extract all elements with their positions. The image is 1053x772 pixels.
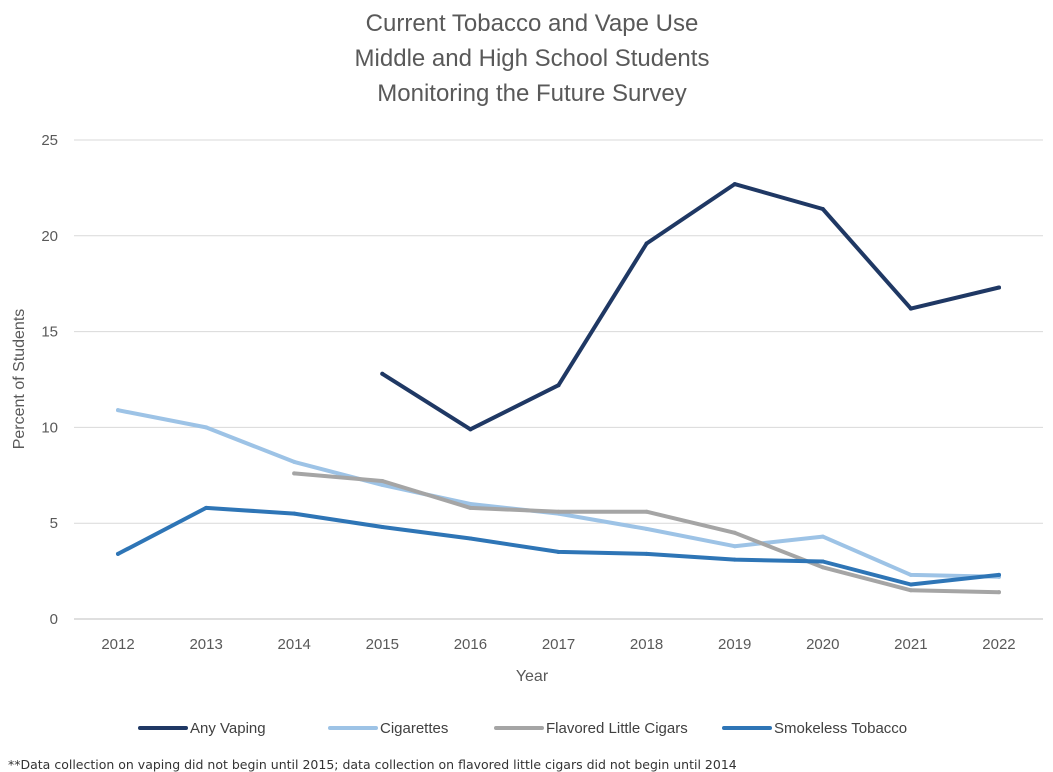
legend-label: Smokeless Tobacco <box>774 720 907 737</box>
data-point-smokeless-tobacco <box>644 551 649 556</box>
data-point-flavored-little-cigars <box>292 471 297 476</box>
series-line-any-vaping <box>380 182 1001 432</box>
y-axis-ticks: 0 5 10 15 20 25 <box>41 132 58 628</box>
y-tick-label: 5 <box>50 515 58 532</box>
data-point-any-vaping <box>996 285 1001 290</box>
x-axis-title: Year <box>516 668 549 685</box>
data-point-cigarettes <box>204 425 209 430</box>
y-axis-title: Percent of Students <box>11 309 28 450</box>
x-tick-label: 2013 <box>189 636 222 653</box>
x-axis-ticks: 2012 2013 2014 2015 2016 2017 2018 2019 2020 2021… <box>101 636 1015 653</box>
data-point-smokeless-tobacco <box>204 505 209 510</box>
chart-title: Current Tobacco and Vape Use Middle and … <box>355 10 710 107</box>
series-flavored-little-cigars <box>292 471 1001 595</box>
data-point-any-vaping <box>908 306 913 311</box>
x-tick-label: 2012 <box>101 636 134 653</box>
y-tick-label: 15 <box>41 324 58 341</box>
series-any-vaping <box>380 182 1001 432</box>
data-point-any-vaping <box>468 427 473 432</box>
data-point-smokeless-tobacco <box>292 511 297 516</box>
data-point-smokeless-tobacco <box>556 549 561 554</box>
data-point-flavored-little-cigars <box>644 509 649 514</box>
y-tick-label: 10 <box>41 419 58 436</box>
x-tick-label: 2016 <box>454 636 487 653</box>
gridlines <box>74 139 1043 620</box>
y-tick-label: 20 <box>41 228 58 245</box>
legend-item-any-vaping: Any Vaping <box>138 720 266 737</box>
data-point-any-vaping <box>380 371 385 376</box>
x-tick-label: 2020 <box>806 636 839 653</box>
legend-item-flavored-little-cigars: Flavored Little Cigars <box>494 720 688 737</box>
data-point-smokeless-tobacco <box>908 582 913 587</box>
footnote: **Data collection on vaping did not begi… <box>8 757 737 772</box>
data-point-flavored-little-cigars <box>732 530 737 535</box>
x-tick-label: 2015 <box>366 636 399 653</box>
data-point-cigarettes <box>292 459 297 464</box>
data-point-smokeless-tobacco <box>820 559 825 564</box>
legend-label: Any Vaping <box>190 720 266 737</box>
data-point-any-vaping <box>732 182 737 187</box>
x-tick-label: 2014 <box>278 636 311 653</box>
legend-label: Cigarettes <box>380 720 448 737</box>
data-point-cigarettes <box>116 408 121 413</box>
data-point-flavored-little-cigars <box>908 588 913 593</box>
series-line-smokeless-tobacco <box>116 505 1001 587</box>
data-point-cigarettes <box>380 482 385 487</box>
series-smokeless-tobacco <box>116 505 1001 587</box>
legend-item-cigarettes: Cigarettes <box>328 720 448 737</box>
chart-title-line-1: Current Tobacco and Vape Use <box>366 10 699 37</box>
data-point-cigarettes <box>820 534 825 539</box>
x-tick-label: 2017 <box>542 636 575 653</box>
series-lines <box>116 182 1001 595</box>
data-point-smokeless-tobacco <box>732 557 737 562</box>
data-point-flavored-little-cigars <box>468 505 473 510</box>
data-point-smokeless-tobacco <box>996 572 1001 577</box>
data-point-flavored-little-cigars <box>380 479 385 484</box>
data-point-smokeless-tobacco <box>116 551 121 556</box>
x-tick-label: 2021 <box>894 636 927 653</box>
chart-title-line-2: Middle and High School Students <box>355 45 710 72</box>
x-tick-label: 2022 <box>982 636 1015 653</box>
data-point-cigarettes <box>732 544 737 549</box>
chart-title-line-3: Monitoring the Future Survey <box>377 80 686 107</box>
legend-item-smokeless-tobacco: Smokeless Tobacco <box>722 720 907 737</box>
data-point-any-vaping <box>820 206 825 211</box>
data-point-smokeless-tobacco <box>468 536 473 541</box>
y-tick-label: 25 <box>41 132 58 149</box>
data-point-flavored-little-cigars <box>556 509 561 514</box>
data-point-smokeless-tobacco <box>380 525 385 530</box>
x-tick-label: 2018 <box>630 636 663 653</box>
data-point-flavored-little-cigars <box>820 565 825 570</box>
data-point-any-vaping <box>644 241 649 246</box>
series-line-flavored-little-cigars <box>292 471 1001 595</box>
data-point-cigarettes <box>644 526 649 531</box>
legend-label: Flavored Little Cigars <box>546 720 688 737</box>
y-tick-label: 0 <box>50 611 58 628</box>
data-point-flavored-little-cigars <box>996 590 1001 595</box>
data-point-any-vaping <box>556 383 561 388</box>
x-tick-label: 2019 <box>718 636 751 653</box>
legend: Any Vaping Cigarettes Flavored Little Ciga… <box>138 720 907 737</box>
data-point-cigarettes <box>468 502 473 507</box>
data-point-cigarettes <box>908 572 913 577</box>
